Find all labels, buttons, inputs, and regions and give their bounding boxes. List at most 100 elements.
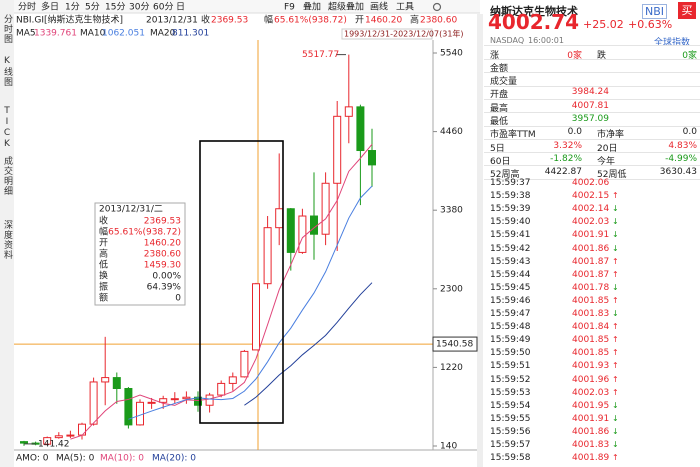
tooltip-value: 2380.60 [144, 250, 181, 260]
sidebar-tab[interactable]: TICK [2, 106, 12, 150]
stat-value: 0家 [682, 50, 697, 61]
ma-line [70, 144, 373, 440]
buy-button[interactable]: 买 [678, 2, 696, 19]
candle-body [147, 401, 156, 404]
period-tab[interactable]: 15分 [105, 2, 125, 13]
stat-row [484, 59, 700, 74]
stat-value: 4.83% [668, 140, 697, 151]
header-date: 2013/12/31 [146, 16, 198, 26]
stat-row [484, 113, 700, 127]
tool-button[interactable]: 超级叠加 [328, 1, 364, 13]
sidebar-tab[interactable]: 成交明细 [2, 156, 12, 196]
low-label: 141.42 [38, 439, 70, 449]
candle-body [217, 382, 226, 396]
volume-legend: MA(20): 0 [152, 454, 196, 464]
candle-body [182, 396, 191, 400]
tooltip-date: 2013/12/31/二 [99, 205, 163, 215]
header-label: 开 [355, 15, 364, 26]
header-value: 65.61%(938.72) [274, 16, 347, 26]
quote-name: 纳斯达克生物技术 [490, 5, 578, 18]
tick-price: 4001.86 [572, 243, 610, 254]
period-tab[interactable]: 日 [176, 2, 185, 13]
tick-time: 15:59:46 [490, 295, 531, 306]
tick-arrow: ↑ [612, 387, 619, 397]
divider [484, 45, 700, 46]
tooltip-value: 0 [175, 294, 181, 304]
stat-row [484, 99, 700, 114]
sidebar-tab[interactable]: K线图 [2, 56, 12, 87]
tick-price: 4001.91 [572, 230, 610, 241]
tooltip-value: 1460.20 [144, 239, 181, 249]
stat-label: 最高 [490, 103, 509, 114]
period-tab[interactable]: 分时 [18, 1, 36, 13]
candle-body [252, 283, 260, 351]
tick-price: 4001.78 [572, 282, 610, 293]
stat-label: 市盈率TTM [490, 130, 536, 141]
high-label: 5517.77 [302, 50, 339, 60]
tick-price: 4001.89 [572, 453, 610, 464]
tick-arrow: ↑ [612, 453, 619, 463]
tick-time: 15:59:48 [490, 322, 531, 333]
candle-body [286, 208, 295, 253]
candle-body [240, 350, 249, 378]
tick-price: 4001.87 [572, 256, 610, 267]
stat-value: 0.0 [682, 127, 697, 138]
tooltip-value: 2369.53 [144, 217, 181, 227]
stat-value: 0家 [567, 50, 582, 61]
candle-body [89, 381, 98, 425]
tool-button[interactable]: 工具 [396, 2, 414, 13]
tick-arrow: ↑ [612, 374, 619, 384]
tool-button[interactable]: F9 [284, 3, 295, 13]
range-box [341, 28, 433, 40]
period-tab[interactable]: 30分 [129, 2, 149, 13]
quote-code: NBI [642, 4, 668, 19]
tick-arrow: ↑ [612, 335, 619, 345]
stat-row [484, 73, 700, 87]
candle-body [356, 106, 365, 152]
stat-label: 5日 [490, 143, 505, 154]
settings-icon[interactable] [432, 2, 442, 12]
highlight-box [199, 140, 284, 424]
tick-arrow: ↓ [612, 204, 619, 214]
candle-body [205, 394, 214, 406]
stat-row [484, 166, 700, 180]
tooltip-value: 65.61%(938.72) [108, 228, 181, 238]
quote-price: 4002.74 [488, 10, 580, 34]
tooltip-label: 换 [99, 270, 108, 282]
candle-body [101, 377, 110, 383]
tick-price: 4002.15 [572, 191, 610, 202]
tool-button[interactable]: 叠加 [303, 2, 321, 13]
tick-time: 15:59:37 [490, 178, 531, 188]
tick-arrow: ↑ [612, 256, 619, 266]
tick-arrow: ↓ [612, 413, 619, 423]
tick-time: 15:59:57 [490, 440, 531, 450]
y-tick-label: 5540 [440, 49, 463, 59]
tick-time: 15:59:45 [490, 282, 531, 293]
tick-time: 15:59:50 [490, 348, 531, 359]
header-label: 收 [201, 14, 210, 26]
period-tab[interactable]: 60分 [153, 2, 173, 13]
scrollbar [477, 14, 483, 467]
header-label: 幅 [264, 14, 273, 26]
stat-row [484, 126, 700, 140]
y-tick-label: 1220 [440, 363, 463, 373]
candle-body [194, 396, 202, 406]
sidebar-tab[interactable]: 深度资料 [2, 220, 12, 260]
tick-time: 15:59:53 [490, 387, 531, 398]
sidebar-tab[interactable]: 分时图 [2, 14, 12, 44]
candle-body [333, 115, 342, 184]
stat-value: 4007.81 [571, 100, 609, 111]
tick-arrow: ↓ [612, 426, 619, 436]
crosshair-label-bg [432, 336, 478, 352]
ma-legend-name: MA20 [150, 29, 176, 39]
period-tab[interactable]: 1分 [65, 2, 80, 13]
tooltip-label: 高 [99, 248, 108, 260]
candle-body [298, 215, 307, 253]
global-index-link[interactable]: 全球指数 [654, 38, 691, 48]
tick-time: 15:59:44 [490, 269, 531, 280]
ma-legend-value: 1339.761 [34, 29, 77, 39]
period-tab[interactable]: 多日 [41, 1, 59, 13]
tool-button[interactable]: 画线 [370, 1, 388, 13]
period-tab[interactable]: 5分 [85, 2, 100, 13]
